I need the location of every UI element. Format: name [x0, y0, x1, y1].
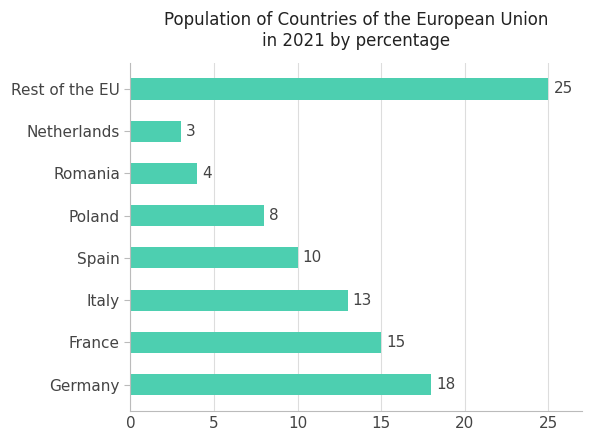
Bar: [130, 374, 431, 395]
Text: 13: 13: [353, 293, 372, 308]
Bar: [130, 248, 298, 268]
Title: Population of Countries of the European Union
in 2021 by percentage: Population of Countries of the European …: [164, 11, 549, 50]
Text: 3: 3: [186, 124, 195, 139]
Bar: [130, 290, 347, 311]
Bar: [130, 163, 197, 184]
Text: 25: 25: [553, 81, 573, 96]
Text: 4: 4: [202, 166, 212, 181]
Bar: [130, 205, 264, 226]
Bar: [130, 332, 381, 353]
Text: 10: 10: [302, 251, 322, 265]
Bar: [130, 78, 549, 99]
Bar: [130, 121, 180, 142]
Text: 18: 18: [436, 377, 455, 392]
Text: 15: 15: [386, 335, 406, 350]
Text: 8: 8: [269, 208, 279, 223]
